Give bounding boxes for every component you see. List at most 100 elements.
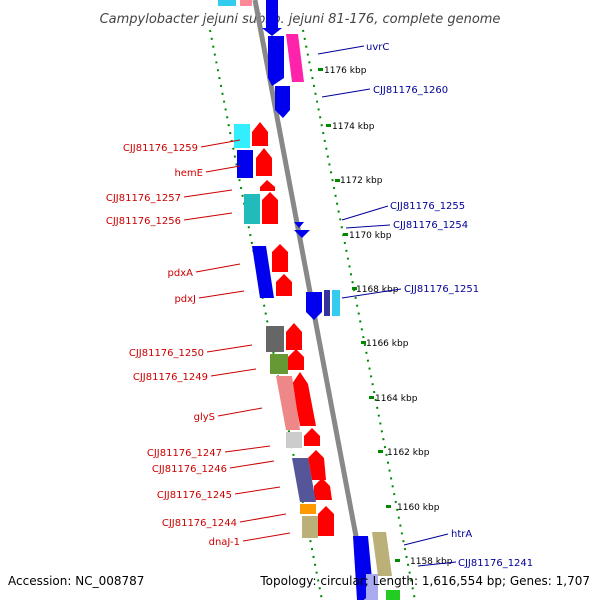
kbp-label: 1168 kbp [356, 285, 399, 295]
feature-block [252, 246, 274, 298]
label-pointer-line [195, 263, 241, 273]
tick-mark [352, 287, 357, 290]
label-pointer-line [321, 88, 371, 98]
feature-block [234, 124, 250, 148]
label-pointer-line [341, 288, 402, 299]
label-pointer-line [205, 165, 241, 173]
tick-mark [326, 124, 331, 127]
gene-arrow-reverse [268, 36, 284, 86]
feature-block [240, 0, 252, 6]
label-pointer-line [234, 486, 281, 495]
tick-mark [318, 68, 323, 71]
kbp-label: 1170 kbp [349, 231, 392, 241]
label-pointer-line [183, 212, 233, 221]
right-gene-labels: uvrC CJJ81176_1260 CJJ81176_1255 CJJ8117… [317, 42, 533, 569]
kbp-label: 1172 kbp [340, 176, 383, 186]
gene-label: glyS [194, 412, 215, 423]
feature-block [286, 432, 302, 448]
gene-label: CJJ81176_1257 [106, 193, 181, 204]
label-pointer-line [217, 407, 263, 417]
kbp-label: 1158 kbp [410, 557, 453, 567]
label-pointer-line [242, 532, 291, 542]
feature-block [266, 326, 284, 352]
label-pointer-line [341, 205, 389, 221]
tick-mark [361, 341, 366, 344]
feature-block [237, 150, 253, 178]
feature-block [372, 532, 392, 576]
gene-arrow-forward [260, 180, 275, 191]
feature-block [386, 590, 400, 600]
label-pointer-line [417, 561, 457, 567]
kbp-label: 1164 kbp [375, 394, 418, 404]
tick-mark [378, 450, 383, 453]
kbp-label: 1176 kbp [324, 66, 367, 76]
gene-label: CJJ81176_1244 [162, 518, 237, 529]
kbp-label: 1160 kbp [397, 503, 440, 513]
gene-arrow-forward [304, 428, 320, 446]
label-pointer-line [403, 533, 449, 546]
label-pointer-line [317, 45, 365, 55]
gene-arrow-forward [288, 349, 304, 370]
gene-label: htrA [451, 529, 472, 540]
accession-text: Accession: NC_008787 [8, 574, 145, 588]
gene-label: hemE [174, 168, 203, 179]
gene-arrow-forward [256, 148, 272, 176]
label-pointer-line [183, 189, 233, 198]
gene-label: pdxJ [174, 294, 196, 305]
gene-label: CJJ81176_1256 [106, 216, 181, 227]
gene-arrow-forward [286, 323, 302, 350]
kbp-label: 1174 kbp [332, 122, 375, 132]
gene-arrow-forward [262, 192, 278, 224]
label-pointer-line [229, 460, 275, 469]
gene-label: CJJ81176_1247 [147, 448, 222, 459]
tick-mark [395, 559, 400, 562]
label-pointer-line [210, 368, 257, 377]
label-pointer-line [239, 513, 287, 523]
gene-label: CJJ81176_1260 [373, 85, 448, 96]
feature-block [286, 34, 304, 82]
feature-block [218, 0, 236, 6]
kbp-label: 1166 kbp [366, 339, 409, 349]
gene-arrow-forward [292, 372, 316, 426]
gene-arrow-forward [318, 506, 334, 536]
gene-arrow-reverse [294, 222, 304, 228]
tick-mark [369, 396, 374, 399]
left-guide-line [209, 29, 323, 600]
kbp-label: 1162 kbp [387, 448, 430, 458]
gene-label: CJJ81176_1255 [390, 201, 465, 212]
gene-arrow-forward [272, 244, 288, 272]
gene-label: pdxA [168, 268, 194, 279]
gene-arrow-reverse [294, 230, 310, 238]
gene-label: CJJ81176_1254 [393, 220, 468, 231]
gene-arrow-forward [308, 450, 326, 480]
feature-block [324, 290, 330, 316]
reverse-strand-genes [262, 0, 373, 600]
kbp-ticks [318, 68, 400, 562]
gene-label: uvrC [366, 42, 389, 53]
tick-mark [335, 179, 340, 182]
feature-block [244, 194, 260, 224]
genome-title: Campylobacter jejuni subsp. jejuni 81-17… [100, 12, 501, 27]
gene-label: CJJ81176_1249 [133, 372, 208, 383]
gene-label: CJJ81176_1259 [123, 143, 198, 154]
feature-block [300, 504, 316, 514]
feature-block [276, 376, 300, 430]
gene-arrow-reverse [262, 0, 282, 36]
gene-arrow-reverse [306, 292, 322, 320]
tick-mark [386, 505, 391, 508]
feature-block [302, 516, 318, 538]
label-pointer-line [206, 344, 253, 353]
gene-label: CJJ81176_1246 [152, 464, 227, 475]
gene-label: CJJ81176_1251 [404, 284, 479, 295]
label-pointer-line [345, 224, 391, 229]
gene-label: CJJ81176_1241 [458, 558, 533, 569]
gene-arrow-reverse [275, 86, 290, 118]
gene-arrow-forward [314, 478, 332, 500]
label-pointer-line [200, 139, 241, 148]
tick-mark [343, 233, 348, 236]
gene-arrow-forward [276, 274, 292, 296]
feature-block [292, 458, 316, 502]
feature-block [366, 574, 378, 600]
label-pointer-line [224, 445, 271, 453]
